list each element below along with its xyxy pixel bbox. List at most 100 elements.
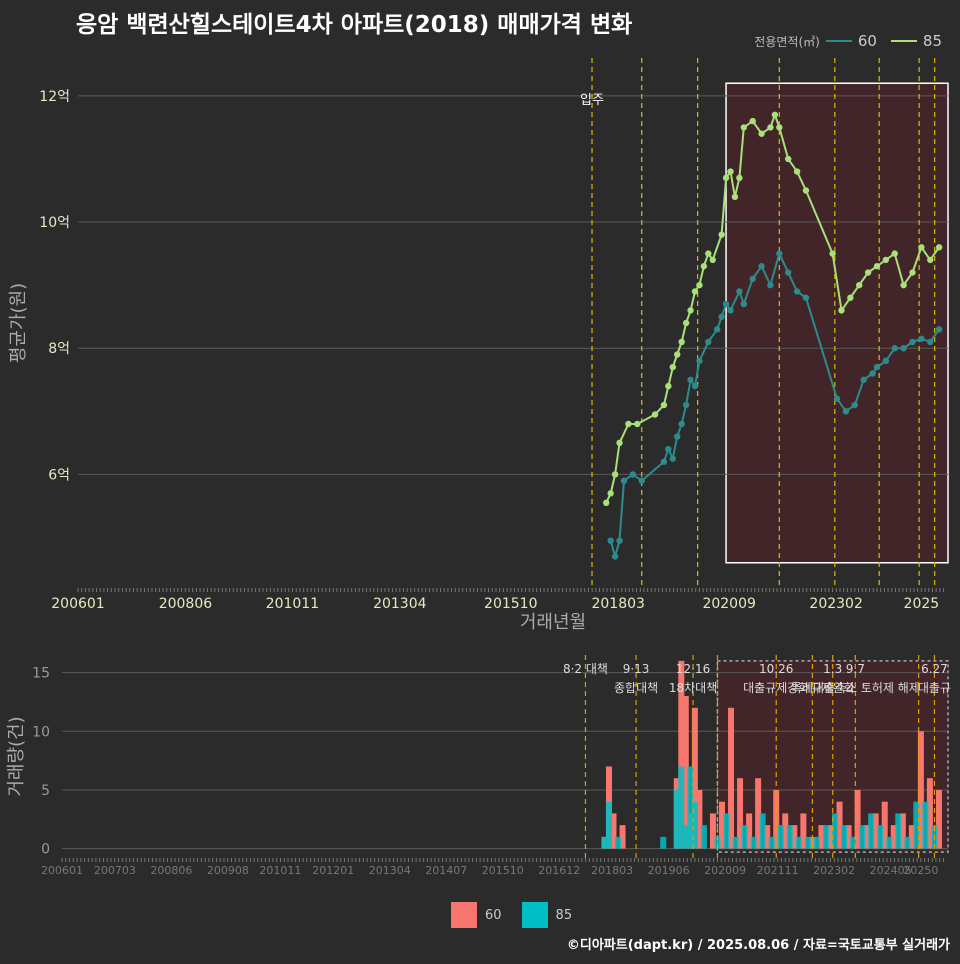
bar-85 bbox=[841, 825, 848, 849]
data-point-60 bbox=[705, 338, 712, 346]
bar-x-tick-label: 200601 bbox=[41, 864, 83, 877]
data-point-60 bbox=[638, 477, 645, 484]
bar-x-tick-label: 202009 bbox=[704, 864, 746, 877]
data-point-85 bbox=[607, 490, 614, 497]
bar-x-tick-label: 201612 bbox=[538, 864, 580, 877]
bar-x-tick-label: 202111 bbox=[757, 864, 799, 877]
bar-85 bbox=[682, 825, 689, 849]
y-tick-label: 10억 bbox=[39, 215, 70, 231]
x-tick-label: 201011 bbox=[266, 596, 319, 612]
data-point-60 bbox=[620, 477, 628, 484]
bar-85 bbox=[868, 813, 875, 849]
bar-85 bbox=[768, 836, 775, 849]
data-point-85 bbox=[634, 420, 641, 428]
policy-label-name: 18차대책 bbox=[669, 680, 717, 695]
bar-85 bbox=[804, 836, 811, 849]
data-point-60 bbox=[713, 326, 721, 333]
x-tick-label: 200806 bbox=[159, 596, 213, 612]
bar-60 bbox=[863, 825, 870, 849]
data-point-60 bbox=[629, 471, 637, 478]
bar-60 bbox=[728, 707, 735, 849]
bar-85 bbox=[691, 801, 698, 849]
data-point-85 bbox=[727, 168, 734, 175]
policy-label-date: 6.27 bbox=[921, 662, 948, 676]
data-point-85 bbox=[709, 256, 716, 264]
bar-y-axis-title: 거래량(건) bbox=[6, 716, 27, 796]
bar-60 bbox=[764, 825, 771, 849]
data-point-85 bbox=[927, 256, 934, 264]
data-point-60 bbox=[918, 335, 925, 342]
bar-85 bbox=[714, 836, 721, 849]
bar-60 bbox=[791, 825, 798, 849]
bar-y-tick-label: 15 bbox=[32, 666, 50, 682]
data-point-60 bbox=[749, 275, 756, 283]
bar-85 bbox=[877, 825, 884, 849]
bar-x-tick-label: 202405 bbox=[870, 864, 912, 877]
data-point-60 bbox=[869, 370, 876, 377]
data-point-60 bbox=[882, 357, 890, 365]
legend-bottom: 60 85 bbox=[451, 902, 572, 928]
bar-x-tick-label: 200703 bbox=[94, 864, 136, 877]
bar-85 bbox=[886, 836, 893, 849]
bar-85 bbox=[759, 813, 766, 849]
bar-60 bbox=[718, 801, 725, 849]
bar-85 bbox=[660, 836, 667, 849]
data-point-85 bbox=[625, 420, 632, 428]
data-point-85 bbox=[864, 269, 872, 276]
data-point-85 bbox=[882, 256, 890, 264]
data-point-60 bbox=[678, 420, 685, 428]
bar-60 bbox=[800, 813, 807, 849]
bar-60 bbox=[782, 813, 789, 849]
bar-60 bbox=[737, 778, 744, 849]
data-point-85 bbox=[909, 269, 916, 276]
bar-85 bbox=[750, 836, 757, 849]
data-point-60 bbox=[696, 357, 703, 365]
bar-85 bbox=[605, 801, 612, 849]
x-axis-title: 거래년월 bbox=[520, 612, 586, 633]
data-point-85 bbox=[838, 307, 845, 314]
bar-y-tick-label: 0 bbox=[41, 842, 50, 858]
legend-box-60 bbox=[451, 902, 477, 928]
bar-60 bbox=[682, 696, 689, 849]
policy-label-name: 대출규 bbox=[918, 681, 951, 695]
data-point-85 bbox=[678, 338, 685, 346]
data-point-85 bbox=[674, 351, 681, 358]
data-point-60 bbox=[909, 338, 916, 346]
data-point-60 bbox=[793, 288, 801, 295]
bar-85 bbox=[741, 825, 748, 849]
data-point-85 bbox=[935, 244, 943, 251]
bar-60 bbox=[755, 778, 762, 849]
data-point-60 bbox=[687, 376, 694, 383]
x-tick-label: 200601 bbox=[51, 596, 104, 612]
data-point-85 bbox=[736, 174, 743, 182]
bar-85 bbox=[859, 825, 866, 849]
data-point-85 bbox=[682, 319, 690, 327]
data-point-60 bbox=[660, 458, 668, 466]
bar-60 bbox=[899, 813, 906, 849]
bar-x-tick-label: 20250 bbox=[903, 864, 938, 877]
bar-x-tick-label: 201510 bbox=[482, 864, 524, 877]
bar-85 bbox=[795, 836, 802, 849]
data-point-85 bbox=[891, 250, 898, 257]
bar-85 bbox=[723, 813, 730, 849]
y-tick-label: 8억 bbox=[48, 341, 70, 357]
bar-60 bbox=[678, 660, 685, 849]
bar-85 bbox=[813, 836, 820, 849]
bar-60 bbox=[935, 789, 942, 849]
data-point-85 bbox=[829, 250, 836, 257]
data-point-60 bbox=[927, 338, 934, 346]
bar-x-tick-label: 201906 bbox=[648, 864, 690, 877]
legend-label-85: 85 bbox=[922, 32, 942, 50]
x-tick-label: 201510 bbox=[484, 596, 537, 612]
data-point-60 bbox=[833, 395, 841, 402]
bar-60 bbox=[881, 801, 888, 849]
data-point-60 bbox=[736, 288, 743, 295]
bar-85 bbox=[786, 825, 793, 849]
bar-60 bbox=[872, 813, 879, 849]
bar-y-tick-label: 10 bbox=[32, 724, 50, 740]
data-point-60 bbox=[674, 433, 681, 440]
legend-swatch-85 bbox=[890, 40, 917, 42]
data-point-85 bbox=[767, 124, 774, 131]
data-point-60 bbox=[718, 313, 725, 320]
